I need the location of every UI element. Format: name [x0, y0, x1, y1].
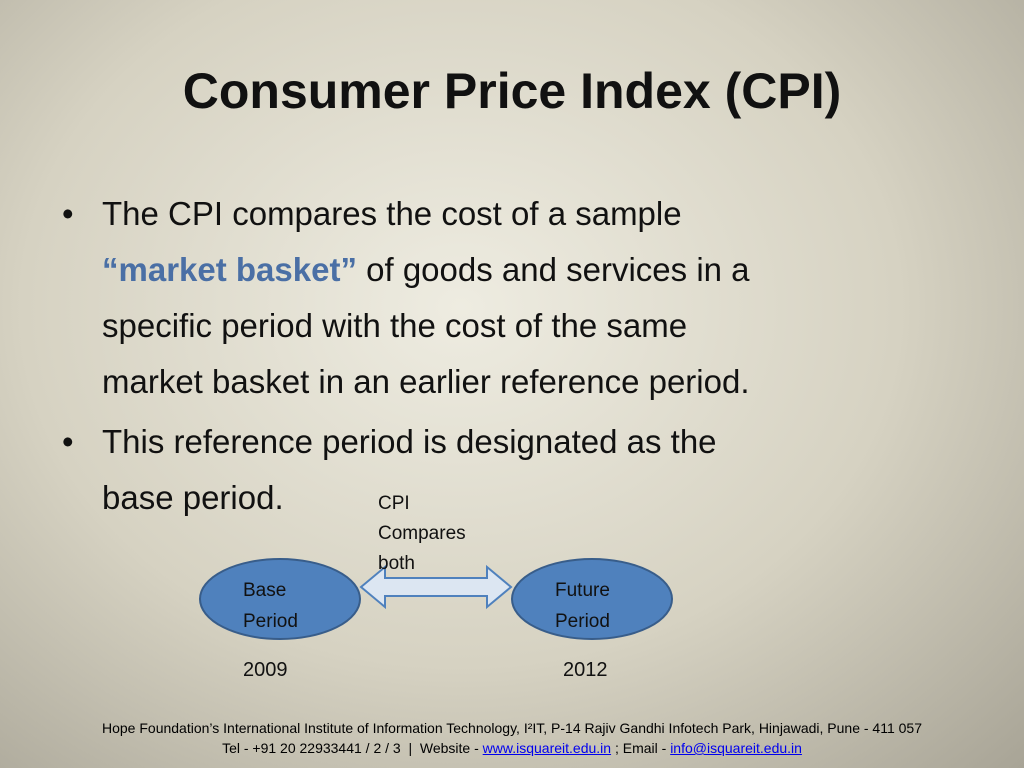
highlight: “market basket”	[102, 251, 357, 288]
node-year: 2009	[243, 659, 288, 681]
arrow-label: Compares	[378, 523, 466, 544]
bullet-text: This reference period is designated as t…	[102, 414, 717, 526]
text: specific period with the cost of the sam…	[102, 307, 688, 344]
node	[511, 558, 673, 640]
footer-line: Tel - +91 20 22933441 / 2 / 3 | Website …	[0, 738, 1024, 758]
node-label: Future	[555, 580, 610, 601]
text: This reference period is designated as t…	[102, 423, 717, 460]
text: base period.	[102, 479, 284, 516]
email-link[interactable]: info@isquareit.edu.in	[670, 740, 802, 756]
node-label: Period	[243, 611, 298, 632]
footer-line: Hope Foundation’s International Institut…	[102, 720, 922, 736]
text: market basket in an earlier reference pe…	[102, 363, 750, 400]
bullet-dot: •	[62, 423, 74, 460]
text: of goods and services in a	[356, 251, 750, 288]
footer: Hope Foundation’s International Institut…	[0, 718, 1024, 758]
bullet-dot: •	[62, 195, 74, 232]
slide-title: Consumer Price Index (CPI)	[182, 63, 842, 119]
text: Tel - +91 20 22933441 / 2 / 3 | Website …	[222, 740, 483, 756]
double-arrow	[359, 564, 513, 610]
node-label: Base	[243, 580, 286, 601]
node-label: Period	[555, 611, 610, 632]
node-year: 2012	[563, 659, 608, 681]
arrow-label: CPI	[378, 493, 410, 514]
bullet-text: The CPI compares the cost of a sample “m…	[102, 186, 750, 410]
text: ; Email -	[611, 740, 671, 756]
arrow-label: both	[378, 553, 415, 574]
text: The CPI compares the cost of a sample	[102, 195, 682, 232]
bullet: • The CPI compares the cost of a sample …	[62, 186, 750, 410]
node	[199, 558, 361, 640]
website-link[interactable]: www.isquareit.edu.in	[482, 740, 612, 756]
bullet: • This reference period is designated as…	[62, 414, 717, 526]
